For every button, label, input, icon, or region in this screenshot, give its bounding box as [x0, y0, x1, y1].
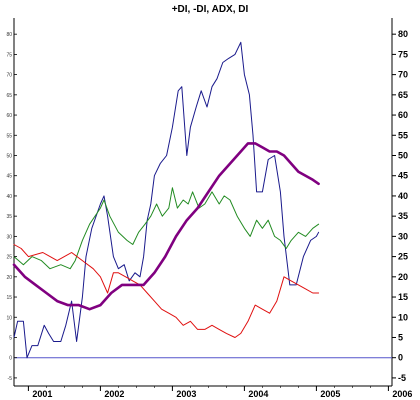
- y-tick-label-right: 5: [398, 332, 403, 342]
- x-axis: 2001 2002 2003 2004 2005 2006: [27, 386, 412, 399]
- x-tick-label: 2004: [248, 389, 268, 399]
- y-tick-label-right: 45: [398, 171, 408, 181]
- y-tick-label-left: 25: [6, 255, 12, 261]
- x-tick-label: 2001: [32, 389, 52, 399]
- y-axis: -5-5005510101515202025253030353540404545…: [6, 29, 408, 383]
- y-tick-label-right: 75: [398, 49, 408, 59]
- series-line-4: [12, 142, 320, 311]
- y-tick-label-left: 40: [6, 194, 12, 200]
- y-tick-label-left: 60: [6, 113, 12, 119]
- y-tick-label-left: 70: [6, 73, 12, 79]
- y-tick-label-left: 30: [6, 234, 12, 240]
- y-tick-label-left: -5: [8, 376, 13, 382]
- series-line-2: [13, 187, 320, 270]
- y-tick-label-left: 0: [9, 356, 12, 362]
- series-line-3: [13, 244, 320, 338]
- y-tick-label-right: 65: [398, 90, 408, 100]
- y-tick-label-left: 50: [6, 153, 12, 159]
- y-tick-label-right: 50: [398, 150, 408, 160]
- y-tick-label-left: 80: [6, 32, 12, 38]
- plot-area: [13, 18, 393, 387]
- y-tick-label-right: 35: [398, 211, 408, 221]
- y-tick-label-right: 25: [398, 252, 408, 262]
- y-tick-label-left: 10: [6, 315, 12, 321]
- y-tick-label-right: 30: [398, 231, 408, 241]
- x-tick-label: 2005: [320, 389, 340, 399]
- y-tick-label-left: 55: [6, 133, 12, 139]
- y-tick-label-left: 5: [9, 335, 12, 341]
- y-tick-label-right: 40: [398, 191, 408, 201]
- x-tick-label: 2003: [176, 389, 196, 399]
- series-line-1: [13, 41, 320, 359]
- y-tick-label-right: -5: [398, 373, 406, 383]
- y-tick-label-left: 65: [6, 93, 12, 99]
- y-tick-label-right: 80: [398, 29, 408, 39]
- y-tick-label-right: 20: [398, 272, 408, 282]
- y-tick-label-left: 20: [6, 275, 12, 281]
- y-tick-label-right: 60: [398, 110, 408, 120]
- y-tick-label-right: 15: [398, 292, 408, 302]
- y-tick-label-right: 0: [398, 353, 403, 363]
- y-tick-label-right: 70: [398, 70, 408, 80]
- y-tick-label-left: 75: [6, 52, 12, 58]
- chart-title: +DI, -DI, ADX, DI: [172, 4, 249, 15]
- y-tick-label-left: 35: [6, 214, 12, 220]
- y-tick-label-left: 15: [6, 295, 12, 301]
- y-tick-label-right: 10: [398, 312, 408, 322]
- y-tick-label-left: 45: [6, 174, 12, 180]
- y-tick-label-right: 55: [398, 130, 408, 140]
- x-tick-label: 2006: [392, 389, 412, 399]
- series-layer: [12, 41, 320, 359]
- x-tick-label: 2002: [104, 389, 124, 399]
